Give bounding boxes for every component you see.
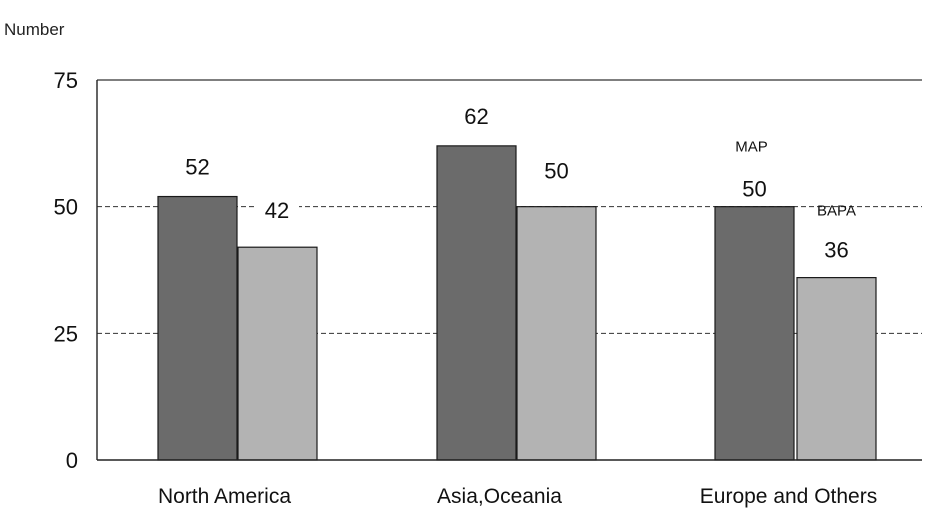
data-label: 36 bbox=[824, 238, 848, 263]
x-tick-label: Europe and Others bbox=[700, 485, 877, 508]
y-tick-label: 75 bbox=[54, 68, 78, 93]
data-label: 52 bbox=[185, 155, 209, 180]
y-tick-label: 50 bbox=[54, 195, 78, 220]
bar-bapa-2 bbox=[796, 277, 877, 461]
bar-map-2 bbox=[714, 206, 795, 461]
data-label: 62 bbox=[464, 104, 488, 129]
value-label-bg bbox=[255, 199, 299, 224]
y-axis-title: Number bbox=[4, 20, 65, 39]
data-label: 42 bbox=[265, 198, 289, 223]
y-tick-label: 25 bbox=[54, 321, 78, 346]
series-annotation-bapa: BAPA bbox=[817, 203, 856, 220]
data-label: 50 bbox=[544, 159, 568, 184]
series-annotation-map: MAP bbox=[735, 139, 768, 156]
y-tick-label: 0 bbox=[66, 448, 78, 473]
bar-map-0 bbox=[157, 195, 238, 461]
bar-bapa-1 bbox=[516, 206, 597, 461]
bar-map-1 bbox=[436, 145, 517, 461]
axes: 0 25 50 75 bbox=[54, 68, 922, 473]
labels: 52 42 North America 62 50 Asia,Oceania 50 36 Eur… bbox=[158, 104, 877, 508]
bar-bapa-0 bbox=[237, 246, 318, 461]
data-label: 50 bbox=[742, 177, 766, 202]
x-tick-label: Asia,Oceania bbox=[437, 485, 562, 508]
x-tick-label: North America bbox=[158, 485, 291, 508]
bars bbox=[157, 145, 877, 461]
